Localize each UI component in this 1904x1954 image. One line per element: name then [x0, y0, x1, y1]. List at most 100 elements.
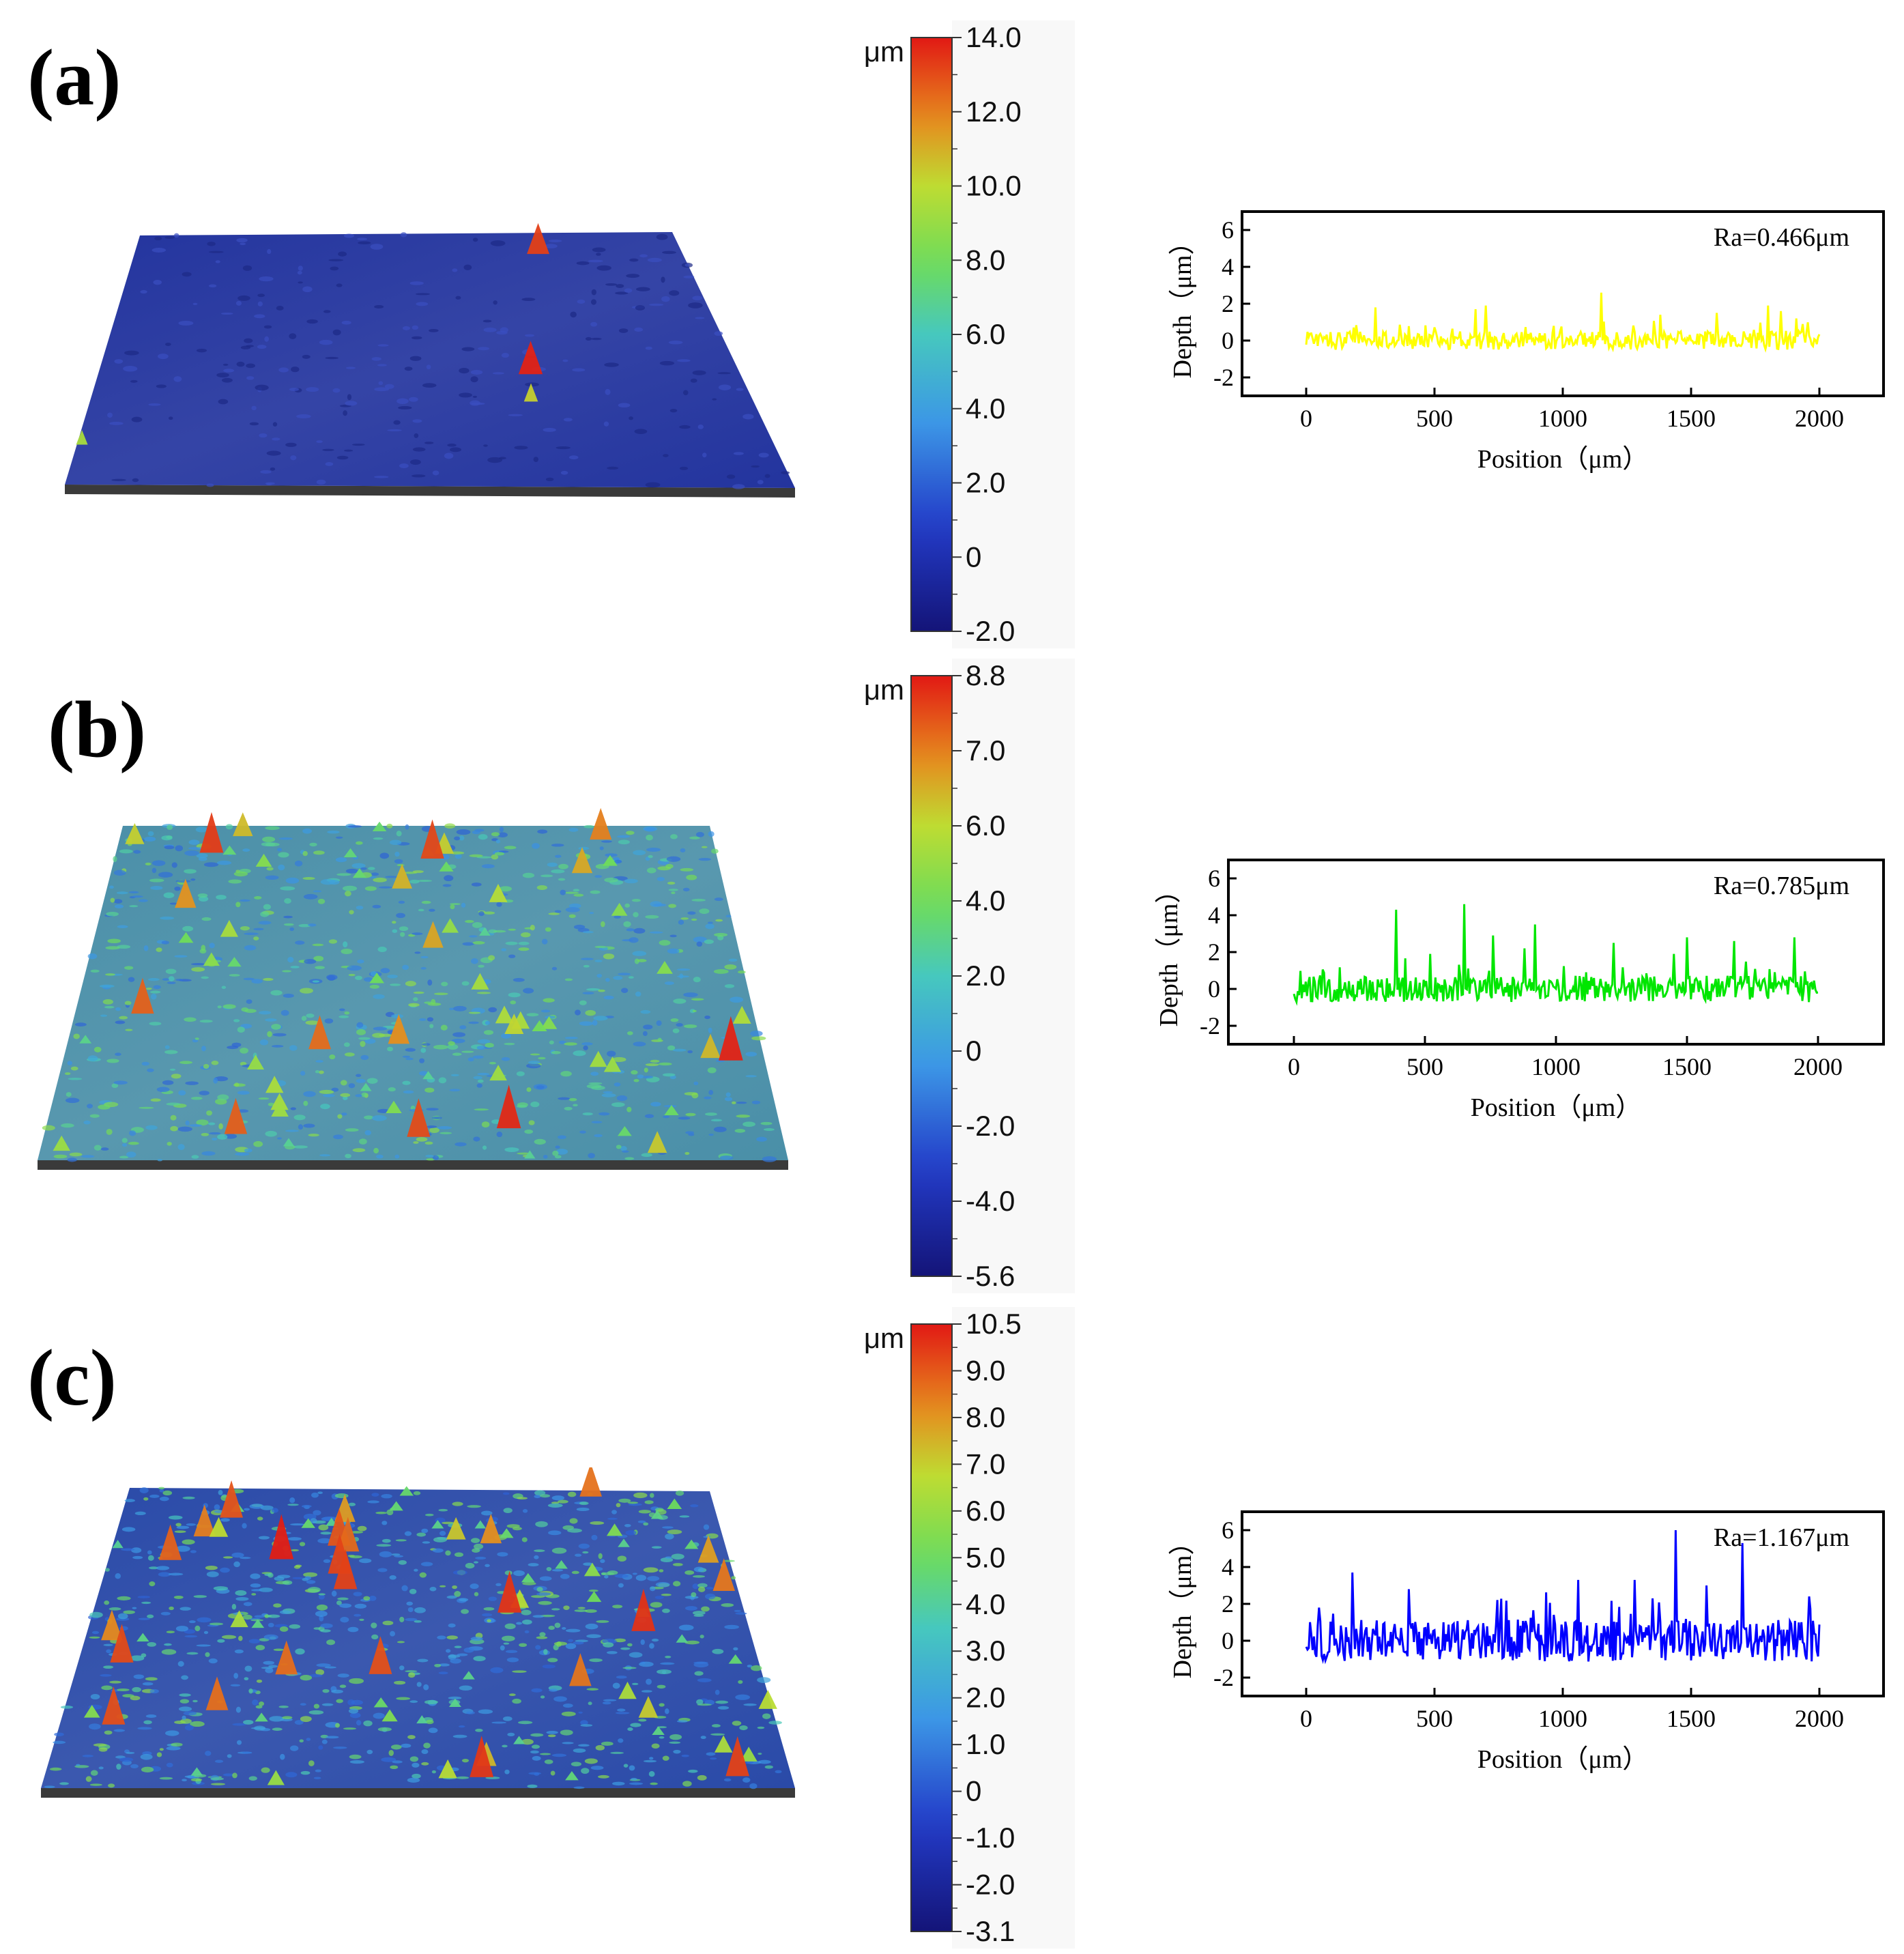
surface-texture — [735, 1694, 751, 1700]
profile-line — [1293, 904, 1819, 1006]
surface-texture — [289, 927, 295, 932]
surface-texture — [528, 1120, 535, 1125]
surface-texture — [289, 333, 297, 339]
surface-texture — [280, 886, 295, 891]
surface-texture — [646, 1678, 652, 1685]
surface-texture — [220, 1567, 230, 1573]
surface-texture — [327, 830, 340, 834]
surface-texture — [420, 1048, 427, 1053]
surface-texture — [775, 1770, 782, 1774]
surface-texture — [615, 291, 629, 295]
surface-texture — [340, 1080, 347, 1086]
surface-texture — [474, 1108, 489, 1111]
surface-texture — [377, 344, 389, 347]
surface-texture — [459, 1598, 469, 1602]
surface-texture — [310, 1518, 317, 1524]
surface-texture — [134, 1511, 146, 1516]
surface-texture — [392, 929, 398, 933]
surface-texture — [644, 1500, 654, 1504]
surface-texture — [149, 1581, 156, 1587]
surface-texture — [345, 401, 358, 406]
surface-texture — [618, 1738, 624, 1743]
surface-texture — [562, 359, 568, 362]
surface-texture — [44, 1785, 55, 1788]
surface-texture — [532, 1755, 541, 1761]
surface-texture — [373, 1712, 385, 1719]
surface-texture — [578, 1744, 590, 1747]
surface-peak — [496, 1084, 521, 1129]
surface-texture — [406, 1601, 414, 1606]
surface-texture — [268, 1102, 275, 1106]
surface-texture — [358, 1037, 371, 1040]
surface-texture — [751, 465, 760, 468]
surface-texture — [607, 1517, 618, 1520]
surface-texture — [181, 1675, 189, 1680]
surface-texture — [472, 921, 482, 928]
surface-texture — [149, 1022, 162, 1026]
surface-texture — [165, 343, 171, 346]
surface-texture — [455, 853, 462, 859]
surface-texture — [628, 976, 634, 979]
surface-texture — [246, 363, 255, 369]
surface-texture — [409, 1700, 418, 1704]
surface-texture — [165, 1730, 179, 1736]
surface-texture — [164, 236, 175, 240]
surface-texture — [558, 1040, 566, 1044]
surface-texture — [337, 1673, 349, 1678]
surface-texture — [581, 1042, 593, 1046]
surface-texture — [450, 447, 461, 452]
surface-texture — [145, 1714, 157, 1719]
surface-texture — [676, 1022, 683, 1027]
surface-peak — [360, 1082, 372, 1091]
surface-texture — [214, 1504, 220, 1510]
surface-texture — [152, 867, 157, 874]
surface-texture — [538, 1600, 552, 1605]
surface-texture — [633, 1492, 648, 1499]
surface-texture — [115, 1052, 121, 1057]
surface-texture — [589, 912, 594, 915]
surface-texture — [166, 835, 173, 839]
surface-texture — [555, 1145, 560, 1149]
surface-texture — [171, 1074, 182, 1079]
surface-peak — [386, 1100, 402, 1114]
surface-texture — [320, 1629, 331, 1633]
surface-texture — [89, 1783, 102, 1786]
surface-texture — [542, 1664, 556, 1669]
surface-texture — [307, 1587, 321, 1593]
surface-texture — [174, 955, 188, 958]
surface-texture — [266, 450, 281, 456]
surface-texture — [182, 1539, 195, 1545]
surface-texture — [100, 1673, 112, 1677]
surface-texture — [513, 977, 525, 982]
surface-texture — [427, 1017, 434, 1022]
surface-texture — [190, 1721, 205, 1727]
surface-texture — [670, 834, 678, 839]
colorbar-tick-label: 8.0 — [966, 244, 1005, 276]
surface-texture — [757, 1726, 765, 1729]
ra-annotation: Ra=1.167μm — [1714, 1523, 1849, 1552]
surface-texture — [672, 1048, 687, 1052]
surface-texture — [159, 1748, 164, 1751]
surface-texture — [627, 1727, 633, 1732]
surface-texture — [645, 857, 650, 861]
surface-texture — [520, 932, 531, 938]
surface-texture — [673, 1581, 681, 1587]
surface-texture — [315, 1060, 323, 1063]
surface-peak — [603, 1057, 622, 1072]
surface-texture — [567, 1528, 582, 1533]
surface-texture — [478, 910, 485, 917]
surface-texture — [208, 284, 217, 288]
surface-texture — [536, 1085, 545, 1089]
surface-texture — [218, 1489, 223, 1495]
surface-peak — [190, 1767, 203, 1776]
surface-texture — [504, 1769, 510, 1775]
surface-texture — [603, 995, 614, 1000]
surface-texture — [168, 1572, 184, 1576]
surface-peak — [657, 960, 673, 974]
colorbar-tick-label: 7.0 — [966, 1448, 1005, 1480]
surface-texture — [631, 898, 641, 902]
surface-texture — [742, 1777, 751, 1783]
surface-texture — [184, 850, 199, 857]
surface-texture — [73, 1033, 80, 1039]
surface-texture — [217, 1639, 225, 1643]
